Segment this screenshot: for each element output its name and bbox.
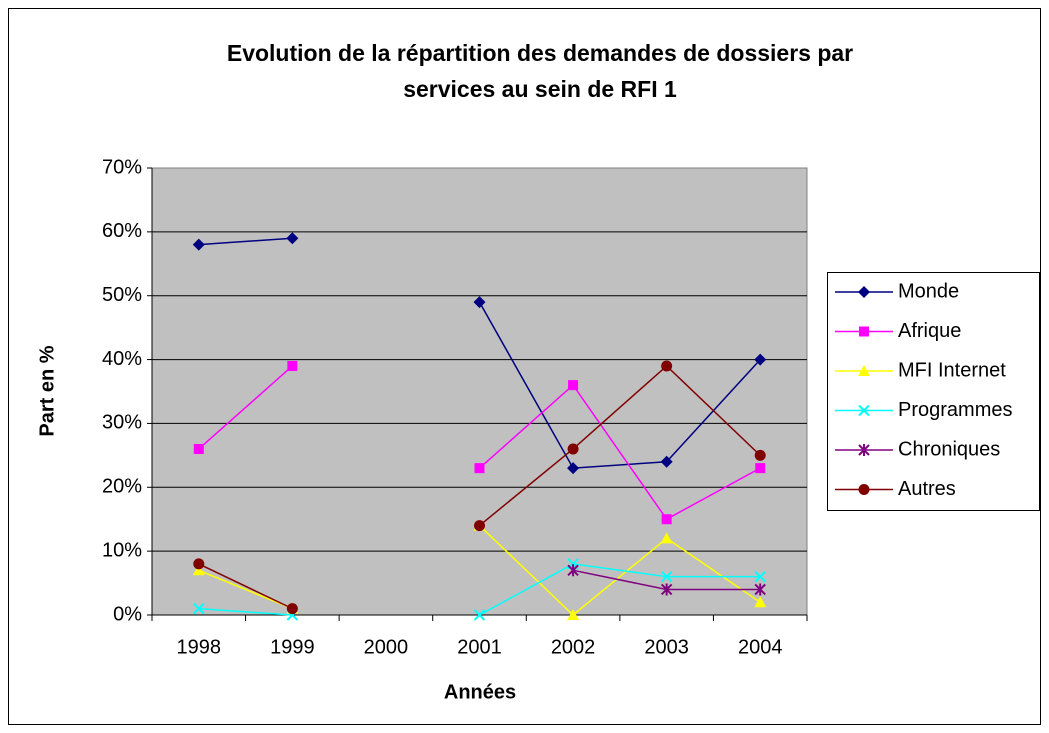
data-point <box>661 514 672 525</box>
legend-marker <box>858 444 870 456</box>
data-point <box>474 463 485 474</box>
chart-title: services au sein de RFI 1 <box>403 76 677 102</box>
chart-title: Evolution de la répartition des demandes… <box>227 40 853 66</box>
series-line <box>198 563 761 616</box>
x-tick-label: 2002 <box>551 636 596 658</box>
legend-marker <box>858 365 870 376</box>
data-point <box>567 462 580 475</box>
series-line <box>198 525 761 617</box>
data-point <box>567 564 579 577</box>
legend-marker <box>858 484 870 495</box>
data-point <box>193 602 205 615</box>
data-point <box>660 570 673 583</box>
data-point <box>754 449 766 461</box>
data-point <box>567 609 580 620</box>
data-point <box>754 570 766 583</box>
data-point <box>193 443 204 454</box>
data-point <box>660 583 673 596</box>
legend-box <box>827 272 1040 511</box>
plot-area <box>151 167 808 616</box>
y-tick-label: 10% <box>102 539 142 561</box>
legend-marker <box>858 404 870 417</box>
y-tick-label: 30% <box>102 412 142 434</box>
data-point <box>754 353 767 366</box>
y-tick-label: 20% <box>102 476 142 498</box>
legend-marker <box>859 326 869 337</box>
series-line <box>198 364 761 610</box>
x-axis-label: Années <box>444 681 516 703</box>
x-tick-label: 2004 <box>738 636 783 658</box>
legend-label: Monde <box>898 280 959 302</box>
y-tick-label: 40% <box>102 348 142 370</box>
data-point <box>473 609 486 621</box>
data-point <box>754 583 766 596</box>
y-tick-label: 70% <box>102 156 142 178</box>
legend-marker <box>858 286 870 298</box>
x-tick-label: 2000 <box>364 636 409 658</box>
data-point <box>754 596 767 608</box>
data-point <box>660 455 673 468</box>
data-point <box>567 443 579 455</box>
legend-label: Programmes <box>898 399 1012 421</box>
data-point <box>287 360 298 371</box>
x-tick-label: 2003 <box>644 636 689 658</box>
data-point <box>661 360 673 372</box>
data-point <box>755 463 766 474</box>
y-tick-label: 0% <box>113 603 142 625</box>
y-axis-label: Part en % <box>36 345 58 436</box>
data-point <box>474 520 485 532</box>
y-tick-label: 50% <box>102 284 142 306</box>
y-tick-label: 60% <box>102 220 142 242</box>
legend-label: Chroniques <box>898 438 1000 460</box>
legend-label: Afrique <box>898 320 961 342</box>
data-point <box>193 558 205 570</box>
data-point <box>473 296 486 309</box>
data-point <box>286 232 299 245</box>
data-point <box>192 564 205 576</box>
data-point <box>286 603 298 615</box>
x-tick-label: 1999 <box>270 636 315 658</box>
data-point <box>660 532 673 544</box>
data-point <box>192 238 205 251</box>
legend-label: Autres <box>898 478 956 500</box>
series-line <box>198 365 761 521</box>
data-point <box>568 380 579 391</box>
x-tick-label: 1998 <box>177 636 222 658</box>
legend-label: MFI Internet <box>898 359 1006 381</box>
x-tick-label: 2001 <box>457 636 502 658</box>
